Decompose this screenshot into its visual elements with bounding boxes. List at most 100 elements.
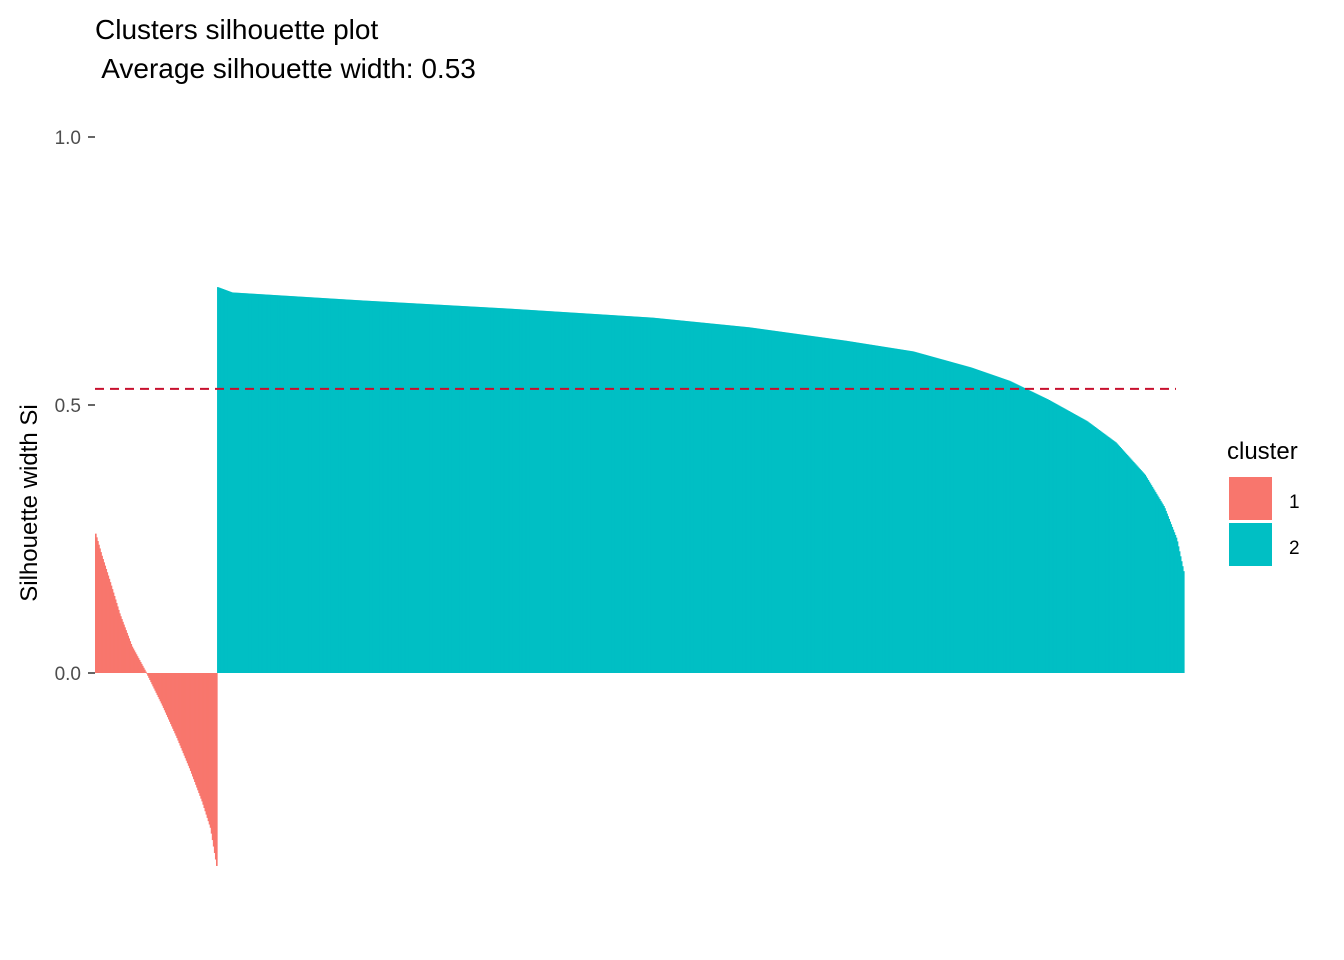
silhouette-bar-cluster-2 [735,326,738,673]
silhouette-bar-cluster-2 [688,321,691,673]
silhouette-bar-cluster-2 [553,311,556,673]
silhouette-bar-cluster-1 [153,673,156,689]
silhouette-bar-cluster-2 [519,309,522,673]
silhouette-bar-cluster-1 [181,673,184,751]
silhouette-bar-cluster-2 [1045,398,1047,673]
silhouette-bar-cluster-2 [972,368,974,673]
silhouette-bar-cluster-2 [1151,486,1154,673]
silhouette-bar-cluster-2 [771,330,774,673]
silhouette-bar-cluster-2 [363,300,365,673]
silhouette-bar-cluster-2 [504,308,507,673]
silhouette-bar-cluster-2 [989,374,992,673]
silhouette-bar-cluster-2 [1162,504,1164,673]
silhouette-bar-cluster-2 [964,365,967,673]
silhouette-bar-cluster-2 [909,350,912,673]
silhouette-bar-cluster-1 [148,673,150,678]
silhouette-bar-cluster-2 [660,318,662,673]
silhouette-bar-cluster-2 [677,320,679,673]
silhouette-bar-cluster-2 [262,294,265,673]
silhouette-bar-cluster-2 [951,362,954,673]
silhouette-bar-cluster-2 [577,312,580,673]
silhouette-bar-cluster-2 [792,333,795,673]
silhouette-bar-cluster-2 [734,325,737,673]
silhouette-bar-cluster-2 [597,314,600,673]
silhouette-bar-cluster-2 [925,354,927,673]
silhouette-bar-cluster-2 [953,362,956,673]
silhouette-bar-cluster-2 [581,313,583,673]
silhouette-bar-cluster-2 [617,315,620,673]
silhouette-bar-cluster-2 [487,307,489,673]
silhouette-bar-cluster-2 [342,299,344,673]
silhouette-bar-cluster-1 [122,621,124,673]
silhouette-bar-cluster-2 [448,305,451,673]
silhouette-bar-cluster-1 [124,627,126,673]
silhouette-bar-cluster-2 [841,340,844,673]
silhouette-bar-cluster-2 [357,300,360,673]
silhouette-bar-cluster-2 [646,317,649,673]
silhouette-bar-cluster-2 [930,356,933,673]
silhouette-bar-cluster-2 [526,309,529,673]
silhouette-bar-cluster-2 [852,341,854,673]
silhouette-bar-cluster-2 [769,330,772,673]
silhouette-bar-cluster-2 [687,321,690,673]
silhouette-bar-cluster-2 [832,338,835,673]
silhouette-bar-cluster-2 [812,336,815,673]
silhouette-bar-cluster-2 [916,352,919,673]
silhouette-bar-cluster-2 [959,364,962,673]
silhouette-bar-cluster-2 [340,299,342,673]
silhouette-bar-cluster-2 [616,315,619,673]
silhouette-bar-cluster-2 [1009,381,1012,673]
silhouette-bar-cluster-2 [754,328,756,673]
silhouette-bar-cluster-2 [621,315,624,673]
silhouette-bar-cluster-2 [480,307,483,673]
silhouette-bar-cluster-2 [1080,417,1083,673]
silhouette-bar-cluster-2 [326,298,329,673]
silhouette-bar-cluster-2 [1069,411,1071,673]
silhouette-bar-cluster-2 [846,340,848,673]
silhouette-bar-cluster-2 [709,323,712,673]
silhouette-bar-cluster-1 [141,665,144,673]
silhouette-bar-cluster-2 [239,292,242,673]
silhouette-bar-cluster-2 [871,344,873,673]
silhouette-bar-cluster-2 [493,307,496,673]
silhouette-bar-cluster-2 [1113,440,1115,673]
silhouette-bar-cluster-2 [598,314,601,673]
silhouette-bar-cluster-2 [1146,478,1149,673]
silhouette-bar-cluster-1 [180,673,183,749]
silhouette-bar-cluster-2 [962,365,965,673]
silhouette-bar-cluster-1 [144,669,146,673]
silhouette-bar-cluster-2 [1000,377,1003,673]
silhouette-bar-cluster-2 [1063,408,1065,673]
silhouette-bar-cluster-1 [207,673,210,822]
silhouette-bar-cluster-2 [780,331,782,673]
silhouette-bar-cluster-2 [965,366,968,673]
silhouette-bar-cluster-2 [484,307,486,673]
silhouette-bar-cluster-2 [447,305,450,673]
silhouette-bar-cluster-1 [137,658,140,673]
silhouette-bar-cluster-1 [146,673,148,674]
silhouette-bar-cluster-1 [187,673,190,766]
silhouette-bar-cluster-2 [350,299,353,673]
silhouette-bar-cluster-2 [1120,448,1123,673]
silhouette-bar-cluster-2 [1156,495,1159,673]
silhouette-bar-cluster-2 [430,304,433,673]
legend-label-cluster-1: 1 [1289,492,1300,513]
silhouette-bar-cluster-1 [118,613,121,673]
silhouette-bar-cluster-2 [937,358,940,673]
silhouette-bar-cluster-2 [913,351,916,673]
silhouette-bar-cluster-2 [835,339,838,673]
silhouette-bar-cluster-2 [415,303,417,673]
silhouette-bar-cluster-2 [1058,405,1061,673]
silhouette-bar-cluster-2 [1161,502,1163,673]
silhouette-bar-cluster-2 [678,320,680,673]
silhouette-bar-cluster-2 [679,320,681,673]
silhouette-bar-cluster-2 [284,295,287,673]
silhouette-bar-cluster-2 [894,348,896,673]
silhouette-bar-cluster-2 [731,325,733,673]
silhouette-bar-cluster-2 [664,318,667,673]
silhouette-bar-cluster-2 [542,310,545,673]
silhouette-bar-cluster-2 [1143,473,1145,673]
silhouette-bar-cluster-2 [1046,398,1048,673]
silhouette-bar-cluster-2 [1047,399,1049,673]
silhouette-bar-cluster-2 [1173,532,1176,673]
